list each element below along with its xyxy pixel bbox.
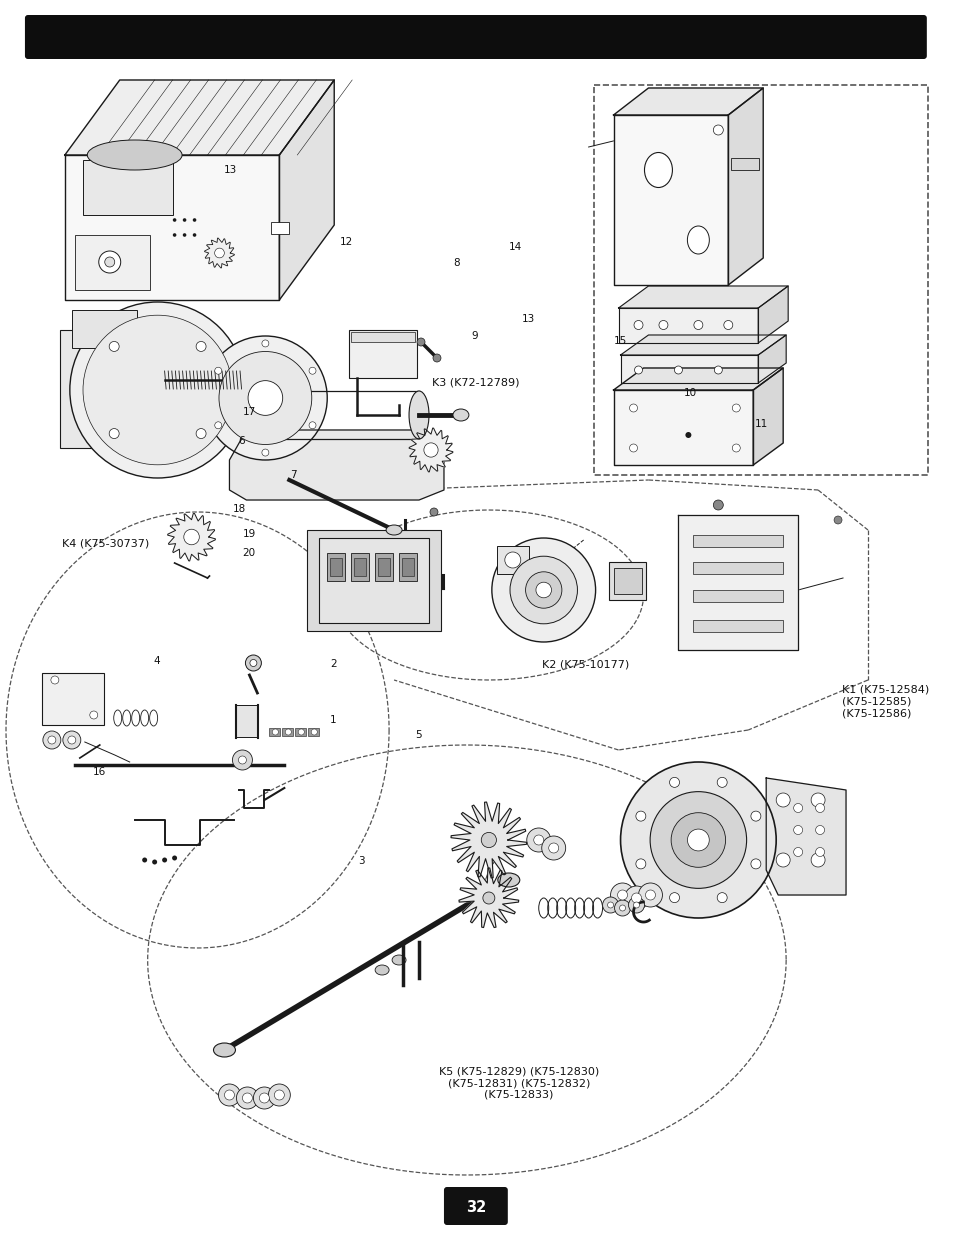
Circle shape	[250, 659, 256, 667]
Circle shape	[309, 367, 315, 374]
Bar	[42, 673, 104, 725]
Bar	[269, 727, 280, 736]
Polygon shape	[618, 287, 787, 308]
Bar	[271, 222, 289, 233]
Circle shape	[423, 443, 437, 457]
Circle shape	[272, 729, 278, 735]
Circle shape	[510, 556, 577, 624]
Text: 20: 20	[242, 548, 255, 558]
Polygon shape	[409, 429, 453, 472]
Circle shape	[750, 811, 760, 821]
Text: 18: 18	[233, 504, 246, 514]
Circle shape	[184, 530, 199, 545]
Circle shape	[242, 1093, 253, 1103]
Bar	[330, 558, 342, 576]
Circle shape	[617, 890, 627, 900]
Ellipse shape	[213, 1044, 235, 1057]
Circle shape	[636, 858, 645, 869]
Bar	[693, 620, 782, 632]
Circle shape	[109, 429, 119, 438]
Polygon shape	[613, 88, 762, 115]
Text: 15: 15	[613, 336, 626, 346]
Ellipse shape	[644, 152, 672, 188]
Circle shape	[274, 1091, 284, 1100]
Circle shape	[607, 902, 613, 908]
Circle shape	[618, 905, 625, 911]
Circle shape	[248, 380, 282, 415]
Circle shape	[504, 552, 520, 568]
Ellipse shape	[386, 525, 401, 535]
Circle shape	[713, 500, 722, 510]
Circle shape	[214, 367, 221, 374]
Circle shape	[183, 233, 186, 237]
Bar	[83, 161, 172, 215]
Bar	[375, 553, 393, 580]
Polygon shape	[458, 868, 518, 927]
Polygon shape	[618, 308, 758, 343]
Bar	[377, 558, 390, 576]
Circle shape	[717, 777, 726, 788]
Polygon shape	[451, 802, 526, 878]
Circle shape	[492, 538, 595, 642]
Circle shape	[236, 1087, 258, 1109]
Text: K5 (K75-12829) (K75-12830)
(K75-12831) (K75-12832)
(K75-12833): K5 (K75-12829) (K75-12830) (K75-12831) (…	[438, 1067, 598, 1099]
Circle shape	[614, 900, 630, 916]
Bar	[497, 546, 528, 574]
Circle shape	[309, 422, 315, 429]
Circle shape	[670, 813, 725, 867]
Ellipse shape	[375, 965, 389, 974]
Circle shape	[83, 315, 232, 464]
Text: K4 (K75-30737): K4 (K75-30737)	[62, 538, 149, 548]
Circle shape	[43, 731, 61, 748]
Text: 8: 8	[453, 258, 459, 268]
Circle shape	[311, 729, 317, 735]
Circle shape	[793, 825, 801, 835]
Circle shape	[713, 125, 722, 135]
Circle shape	[674, 366, 681, 374]
Ellipse shape	[687, 226, 709, 254]
Circle shape	[70, 303, 245, 478]
Bar	[308, 727, 319, 736]
Polygon shape	[613, 115, 727, 285]
Polygon shape	[727, 88, 762, 285]
Circle shape	[253, 1087, 275, 1109]
Circle shape	[259, 1093, 269, 1103]
Circle shape	[810, 793, 824, 806]
Circle shape	[109, 341, 119, 352]
Circle shape	[714, 366, 721, 374]
Circle shape	[833, 516, 841, 524]
Circle shape	[669, 777, 679, 788]
Circle shape	[536, 582, 551, 598]
Text: K1 (K75-12584)
(K75-12585)
(K75-12586): K1 (K75-12584) (K75-12585) (K75-12586)	[841, 685, 928, 718]
Bar	[401, 558, 414, 576]
Circle shape	[634, 321, 642, 330]
Circle shape	[684, 432, 691, 438]
Circle shape	[717, 893, 726, 903]
Circle shape	[693, 321, 702, 330]
Circle shape	[172, 856, 177, 861]
Polygon shape	[758, 287, 787, 343]
Bar	[351, 553, 369, 580]
Text: 2: 2	[330, 659, 336, 669]
Circle shape	[636, 811, 645, 821]
Circle shape	[526, 827, 550, 852]
Circle shape	[172, 219, 176, 222]
Text: K2 (K75-10177): K2 (K75-10177)	[541, 659, 628, 669]
Text: K3 (K72-12789): K3 (K72-12789)	[432, 378, 519, 388]
Polygon shape	[65, 80, 334, 156]
Bar	[608, 562, 646, 600]
Circle shape	[638, 883, 661, 906]
Circle shape	[659, 321, 667, 330]
Circle shape	[629, 445, 637, 452]
Circle shape	[602, 897, 618, 913]
Circle shape	[193, 219, 196, 222]
Circle shape	[193, 233, 196, 237]
Text: 10: 10	[682, 388, 696, 398]
Circle shape	[48, 736, 56, 743]
Circle shape	[482, 892, 495, 904]
Bar	[74, 235, 150, 290]
Circle shape	[433, 354, 440, 362]
Ellipse shape	[409, 391, 429, 438]
Bar	[351, 332, 415, 342]
Polygon shape	[619, 354, 758, 383]
